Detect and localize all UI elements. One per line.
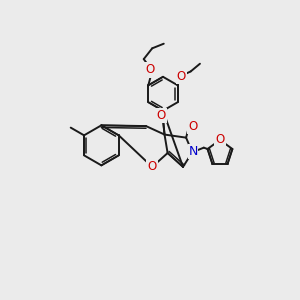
Text: O: O <box>215 133 225 146</box>
Text: N: N <box>188 145 198 158</box>
Text: O: O <box>148 160 157 172</box>
Text: O: O <box>177 70 186 83</box>
Text: O: O <box>145 63 154 76</box>
Text: O: O <box>157 109 166 122</box>
Text: O: O <box>188 120 198 133</box>
